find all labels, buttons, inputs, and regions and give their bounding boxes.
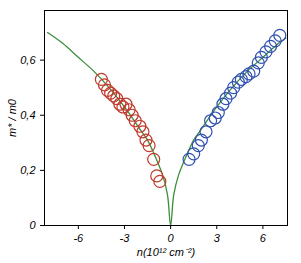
- svg-text:m* / m0: m* / m0: [6, 98, 18, 137]
- svg-text:6: 6: [260, 232, 267, 244]
- svg-text:0,6: 0,6: [20, 54, 36, 66]
- svg-text:0: 0: [29, 219, 36, 231]
- svg-text:0,2: 0,2: [20, 164, 35, 176]
- svg-text:3: 3: [214, 232, 221, 244]
- svg-text:0,4: 0,4: [20, 109, 35, 121]
- svg-text:0: 0: [168, 232, 175, 244]
- svg-text:-3: -3: [120, 232, 131, 244]
- svg-text:n(10¹² cm⁻²): n(10¹² cm⁻²): [137, 246, 196, 258]
- svg-text:-6: -6: [73, 232, 84, 244]
